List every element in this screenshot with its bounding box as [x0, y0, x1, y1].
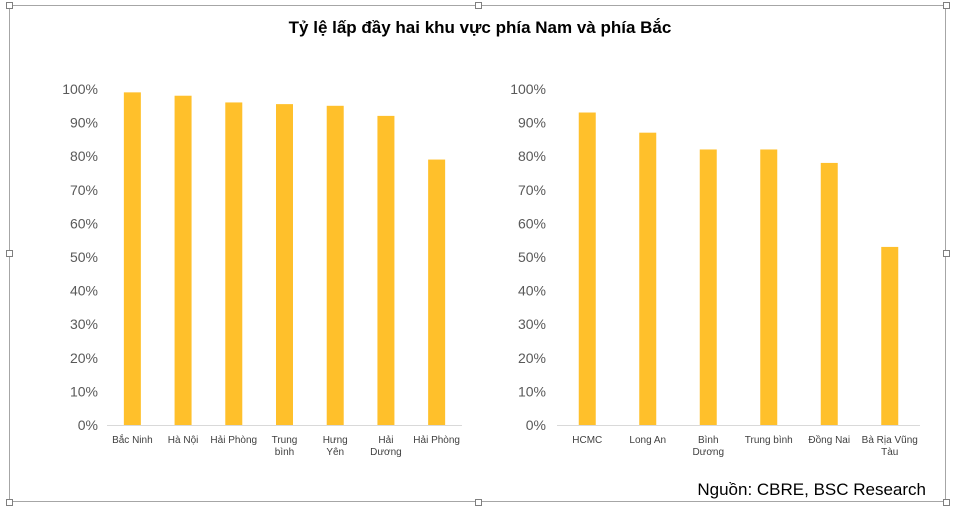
south-category-label: Đồng Nai	[808, 434, 850, 446]
south-category-label: Long An	[629, 435, 666, 446]
south-category-label: Bình Dương	[692, 435, 724, 458]
north-category-label: Hải Phòng	[413, 435, 460, 446]
north-ytick-label: 20%	[70, 350, 98, 366]
south-bar[interactable]	[639, 132, 657, 425]
south-ytick-label: 60%	[518, 215, 546, 231]
resize-handle-bottom-middle[interactable]	[475, 499, 482, 506]
south-ytick-label: 0%	[526, 417, 546, 433]
south-ytick-label: 40%	[518, 283, 546, 299]
north-ytick-label: 40%	[70, 283, 98, 299]
north-bar[interactable]	[174, 95, 192, 425]
north-bar[interactable]	[123, 92, 141, 426]
resize-handle-bottom-right[interactable]	[943, 499, 950, 506]
north-category-label: Trung bình	[272, 435, 298, 458]
south-ytick-label: 80%	[518, 148, 546, 164]
south-ytick-label: 90%	[518, 115, 546, 131]
north-category-label: Hà Nội	[168, 435, 199, 446]
north-ytick-label: 50%	[70, 249, 98, 265]
north-ytick-label: 0%	[78, 417, 98, 433]
source-note: Nguồn: CBRE, BSC Research	[697, 480, 926, 499]
north-category-label: Bắc Ninh	[112, 433, 153, 446]
resize-handle-bottom-left[interactable]	[6, 499, 13, 506]
north-ytick-label: 60%	[70, 215, 98, 231]
south-ytick-label: 100%	[510, 81, 546, 97]
south-ytick-label: 30%	[518, 316, 546, 332]
south-category-label: Bà Rịa Vũng Tàu	[862, 435, 918, 458]
south-ytick-label: 50%	[518, 249, 546, 265]
north-ytick-label: 70%	[70, 182, 98, 198]
north-category-label: Hưng Yên	[323, 435, 348, 458]
resize-handle-top-right[interactable]	[943, 2, 950, 9]
north-bar[interactable]	[428, 159, 446, 425]
north-bar[interactable]	[377, 115, 395, 425]
north-category-label: Hải Dương	[370, 435, 402, 458]
south-bar[interactable]	[699, 149, 717, 426]
north-bar[interactable]	[225, 102, 243, 425]
north-category-label: Hải Phòng	[210, 435, 257, 446]
resize-handle-middle-left[interactable]	[6, 250, 13, 257]
south-ytick-label: 20%	[518, 350, 546, 366]
south-category-label: HCMC	[572, 435, 602, 446]
north-ytick-label: 30%	[70, 316, 98, 332]
south-category-label: Trung bình	[745, 435, 793, 446]
north-ytick-label: 90%	[70, 115, 98, 131]
resize-handle-top-left[interactable]	[6, 2, 13, 9]
north-bar[interactable]	[326, 105, 344, 426]
resize-handle-top-middle[interactable]	[475, 2, 482, 9]
south-bar[interactable]	[881, 246, 899, 425]
south-ytick-label: 70%	[518, 182, 546, 198]
north-ytick-label: 10%	[70, 383, 98, 399]
north-ytick-label: 100%	[62, 81, 98, 97]
north-bar[interactable]	[276, 104, 293, 426]
chart-title: Tỷ lệ lấp đầy hai khu vực phía Nam và ph…	[288, 18, 672, 37]
south-bar[interactable]	[760, 149, 778, 426]
north-ytick-label: 80%	[70, 148, 98, 164]
south-bar[interactable]	[578, 112, 596, 426]
south-bar[interactable]	[820, 162, 838, 426]
resize-handle-middle-right[interactable]	[943, 250, 950, 257]
south-ytick-label: 10%	[518, 383, 546, 399]
